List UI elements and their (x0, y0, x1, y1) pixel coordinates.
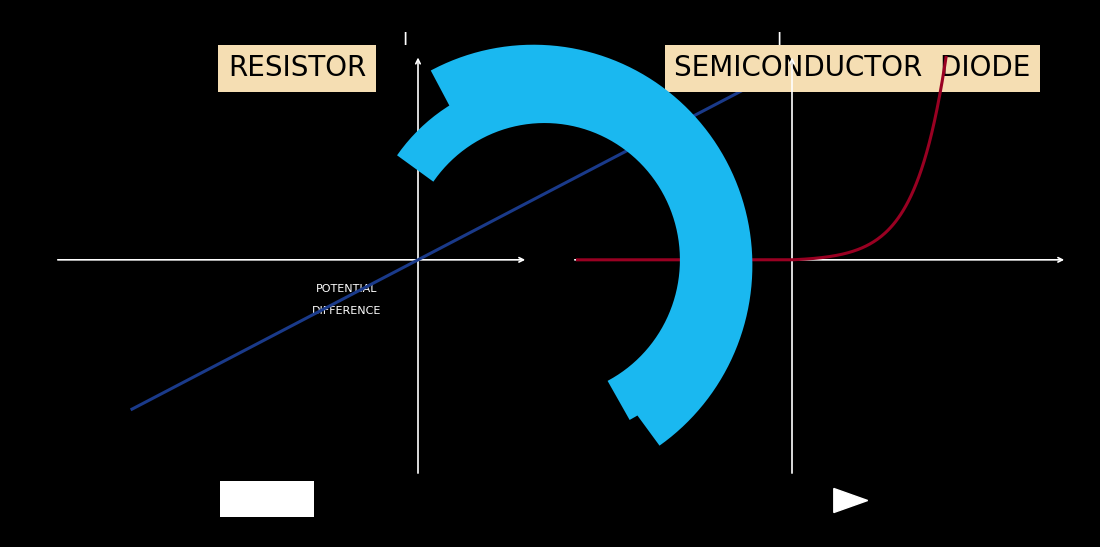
Bar (220, 481, 313, 517)
Text: POTENTIAL: POTENTIAL (316, 284, 377, 294)
Text: DIFFERENCE: DIFFERENCE (311, 306, 382, 316)
Text: I: I (776, 31, 781, 49)
Text: RESISTOR: RESISTOR (228, 54, 366, 83)
Text: SEMICONDUCTOR  DIODE: SEMICONDUCTOR DIODE (674, 54, 1031, 83)
Text: I: I (402, 31, 407, 49)
Polygon shape (834, 488, 868, 513)
